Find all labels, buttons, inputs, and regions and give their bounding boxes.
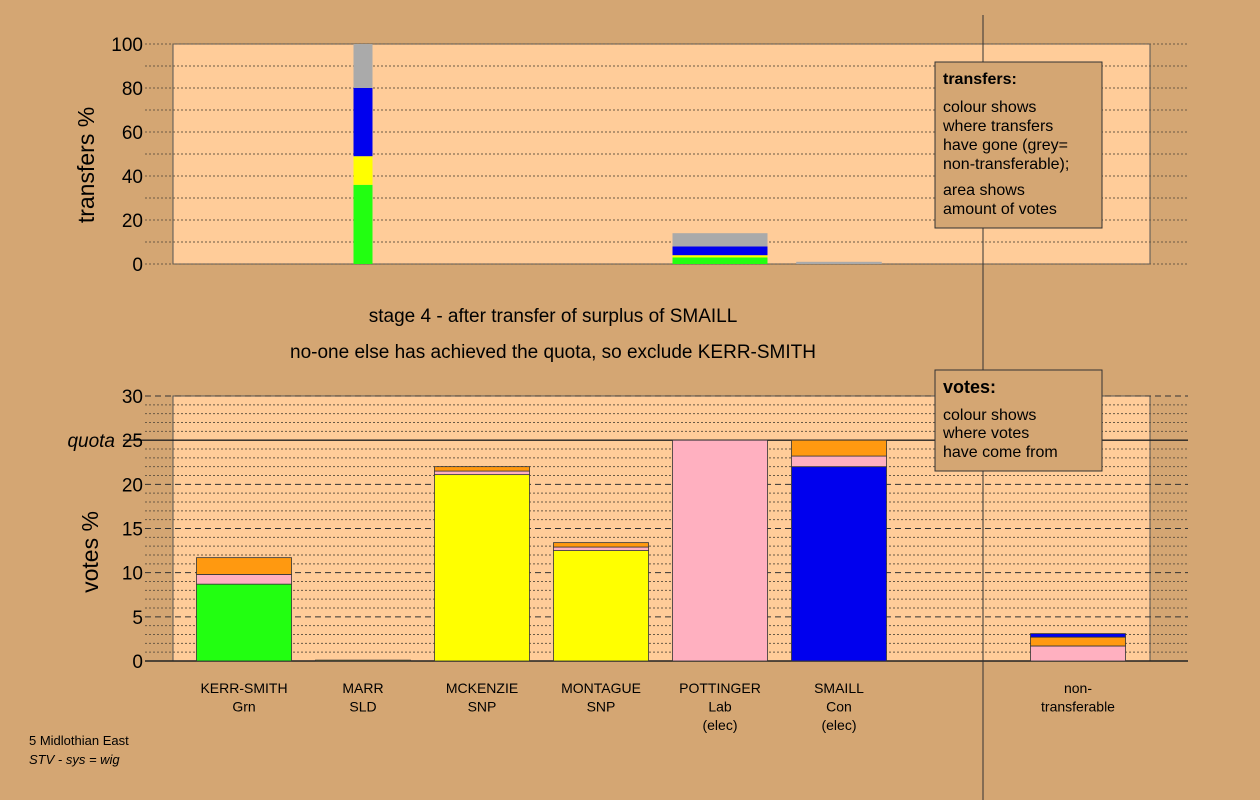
votes-legend-line: have come from bbox=[943, 444, 1058, 461]
y-tick-label: 15 bbox=[122, 520, 143, 541]
vote-bar-segment bbox=[315, 659, 411, 662]
vote-bar-segment bbox=[1030, 636, 1126, 647]
vote-bar-segment bbox=[553, 542, 649, 548]
candidate-label: Con bbox=[826, 699, 852, 715]
candidate-label: POTTINGER bbox=[679, 680, 761, 696]
votes-legend-box: votes: colour shows where votes have com… bbox=[934, 369, 1103, 472]
y-tick-label: 20 bbox=[122, 211, 143, 232]
y-tick-label: 100 bbox=[111, 35, 143, 56]
vote-bar-segment bbox=[791, 455, 887, 468]
y-tick-label: 80 bbox=[122, 79, 143, 100]
y-tick-label: 25 bbox=[122, 431, 143, 452]
transfers-axis-title: transfers % bbox=[73, 107, 99, 223]
transfers-legend-line: non-transferable); bbox=[943, 156, 1069, 173]
vote-bar-segment bbox=[196, 574, 292, 585]
vote-bar-segment bbox=[434, 474, 530, 662]
candidate-label: Grn bbox=[232, 699, 255, 715]
y-tick-label: 30 bbox=[122, 387, 143, 408]
transfers-legend-box: transfers: colour shows where transfers … bbox=[934, 61, 1103, 229]
candidate-label: MONTAGUE bbox=[561, 680, 641, 696]
transfers-legend-line: area shows bbox=[943, 182, 1025, 199]
transfer-bar-segment bbox=[353, 88, 373, 157]
quota-label: quota bbox=[67, 431, 115, 452]
candidate-label: SNP bbox=[468, 699, 497, 715]
vote-bar-segment bbox=[553, 550, 649, 662]
candidate-label: (elec) bbox=[821, 717, 856, 733]
votes-axis-title: votes % bbox=[77, 511, 103, 593]
vote-bar-segment bbox=[196, 583, 292, 662]
vote-bar-segment bbox=[553, 546, 649, 551]
transfers-legend-line: where transfers bbox=[942, 118, 1053, 135]
transfer-bar-segment bbox=[672, 255, 768, 258]
stage-line-1: stage 4 - after transfer of surplus of S… bbox=[369, 306, 738, 327]
candidate-label: MARR bbox=[342, 680, 383, 696]
vote-bar-segment bbox=[1030, 645, 1126, 662]
vote-bar-segment bbox=[672, 439, 768, 662]
transfer-bar-segment bbox=[672, 233, 768, 247]
footer-system: STV - sys = wig bbox=[29, 752, 120, 767]
vote-bar-segment bbox=[791, 439, 887, 457]
y-tick-label: 0 bbox=[132, 255, 143, 276]
votes-legend-line: where votes bbox=[942, 425, 1029, 442]
candidate-label: Lab bbox=[708, 699, 732, 715]
candidate-label: SLD bbox=[349, 699, 376, 715]
transfer-bar-segment bbox=[353, 44, 373, 88]
vote-bar-segment bbox=[434, 470, 530, 476]
transfers-legend-line: colour shows bbox=[943, 99, 1036, 116]
vote-bar-segment bbox=[196, 557, 292, 575]
y-tick-label: 40 bbox=[122, 167, 143, 188]
candidate-label: (elec) bbox=[702, 717, 737, 733]
candidate-label: SMAILL bbox=[814, 680, 864, 696]
footer-constituency: 5 Midlothian East bbox=[29, 733, 129, 748]
y-tick-label: 60 bbox=[122, 123, 143, 144]
transfer-bar-segment bbox=[672, 246, 768, 256]
candidate-label: transferable bbox=[1041, 699, 1115, 715]
y-tick-label: 20 bbox=[122, 475, 143, 496]
stage-line-2: no-one else has achieved the quota, so e… bbox=[290, 342, 816, 363]
y-tick-label: 5 bbox=[132, 608, 143, 629]
candidate-label: MCKENZIE bbox=[446, 680, 518, 696]
transfer-bar-segment bbox=[353, 156, 373, 185]
y-tick-label: 10 bbox=[122, 564, 143, 585]
transfers-legend-title: transfers: bbox=[943, 71, 1017, 88]
candidate-label: SNP bbox=[587, 699, 616, 715]
transfers-legend-line: have gone (grey= bbox=[943, 137, 1068, 154]
y-tick-label: 0 bbox=[132, 652, 143, 673]
transfer-bar-segment bbox=[672, 257, 768, 264]
candidate-label: KERR-SMITH bbox=[200, 680, 287, 696]
vote-bar-segment bbox=[1030, 633, 1126, 638]
vote-bar-segment bbox=[434, 466, 530, 472]
transfer-bar-segment bbox=[796, 261, 882, 264]
votes-legend-line: colour shows bbox=[943, 407, 1036, 424]
candidate-label: non- bbox=[1064, 680, 1092, 696]
vote-bar-segment bbox=[791, 466, 887, 662]
transfer-bar-segment bbox=[353, 184, 373, 264]
votes-legend-title: votes: bbox=[943, 377, 996, 397]
transfers-legend-line: amount of votes bbox=[943, 201, 1057, 218]
